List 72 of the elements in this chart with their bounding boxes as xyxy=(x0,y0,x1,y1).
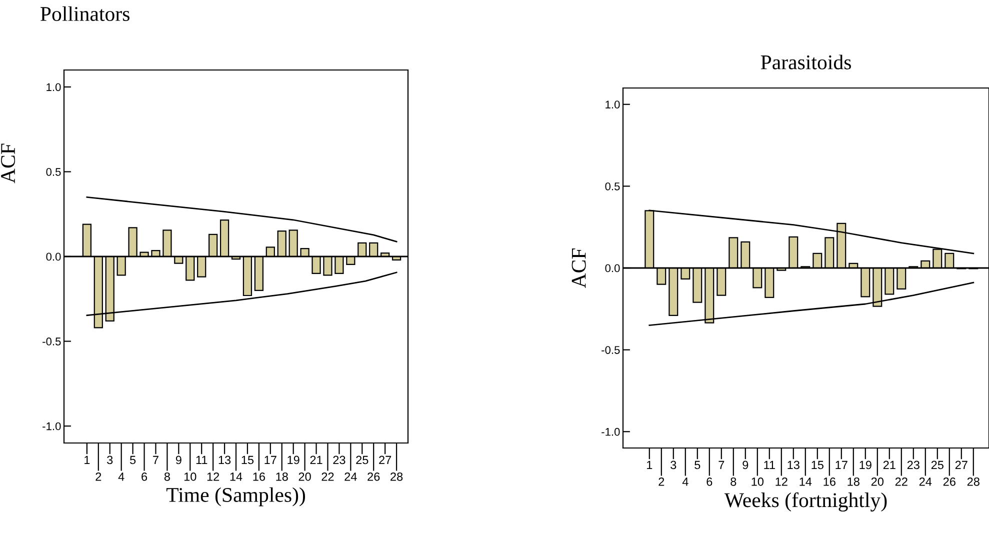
x2-tick-label: 14 xyxy=(800,478,812,486)
y-tick-label: 1.0 xyxy=(46,83,61,92)
x2-tick-label: 18 xyxy=(848,477,860,486)
x2-tick-label: 10 xyxy=(184,472,196,481)
x2-tick-label: 14 xyxy=(230,472,242,481)
x-tick-label: 9 xyxy=(176,456,182,464)
x-tick-label: 5 xyxy=(130,456,136,464)
x2-tick-label: 2 xyxy=(658,477,664,486)
x2-tick-label: 8 xyxy=(164,472,170,481)
y-axis-title: ACF xyxy=(572,248,586,288)
y-tick-label: 0.0 xyxy=(605,264,620,272)
x2-tick-label: 22 xyxy=(895,477,908,486)
x-tick-label: 1 xyxy=(84,456,90,464)
x-tick-label: 23 xyxy=(333,456,346,464)
x2-tick-label: 24 xyxy=(919,477,932,486)
x2-tick-label: 26 xyxy=(368,472,380,481)
x2-tick-label: 18 xyxy=(276,472,288,481)
x-tick-label: 25 xyxy=(931,460,944,470)
x2-tick-label: 28 xyxy=(967,477,980,486)
chart-title: Parasitoids xyxy=(760,54,851,70)
x-tick-label: 17 xyxy=(836,460,848,470)
x2-tick-label: 6 xyxy=(142,472,148,481)
x-axis-title: Weeks (fortnightly) xyxy=(724,492,887,512)
x2-tick-label: 8 xyxy=(730,477,736,486)
x-tick-label: 25 xyxy=(356,456,368,464)
x-tick-label: 13 xyxy=(788,460,800,470)
y-tick-label: 0.5 xyxy=(46,168,61,176)
x-tick-label: 11 xyxy=(764,460,775,470)
x-tick-label: 27 xyxy=(955,460,968,470)
chart-title: Pollinators xyxy=(40,6,130,22)
x2-tick-label: 26 xyxy=(943,477,956,486)
x2-tick-label: 16 xyxy=(824,477,836,486)
y-tick-label: 0.5 xyxy=(605,182,620,190)
x-tick-label: 1 xyxy=(647,460,652,470)
x2-tick-label: 2 xyxy=(96,472,102,481)
x-tick-label: 5 xyxy=(694,460,700,470)
x-tick-label: 19 xyxy=(288,456,300,464)
x2-tick-label: 12 xyxy=(207,472,220,481)
x2-tick-label: 6 xyxy=(706,477,712,486)
y-tick-label: 0.0 xyxy=(46,252,61,261)
x-tick-label: 15 xyxy=(242,456,254,464)
y-tick-label: -1.0 xyxy=(602,428,620,436)
x-tick-label: 7 xyxy=(718,460,724,470)
x2-tick-label: 20 xyxy=(871,477,884,486)
x2-tick-label: 12 xyxy=(776,477,788,486)
x-tick-label: 7 xyxy=(153,456,158,464)
x2-tick-label: 4 xyxy=(118,472,124,481)
x-tick-label: 19 xyxy=(860,460,872,470)
x-tick-label: 15 xyxy=(812,460,824,470)
x-tick-label: 27 xyxy=(379,456,392,464)
x-tick-label: 21 xyxy=(310,456,322,464)
y-axis-title: ACF xyxy=(1,144,16,184)
x-tick-label: 23 xyxy=(907,460,920,470)
x-tick-label: 9 xyxy=(742,460,748,470)
x2-tick-label: 10 xyxy=(752,477,764,486)
x2-tick-label: 28 xyxy=(390,472,403,481)
x-tick-label: 13 xyxy=(218,456,231,464)
y-tick-label: -0.5 xyxy=(42,338,61,346)
x-axis-title: Time (Samples)) xyxy=(166,487,306,506)
x-tick-label: 17 xyxy=(264,456,276,464)
x2-tick-label: 24 xyxy=(344,472,357,481)
x2-tick-label: 22 xyxy=(322,472,334,481)
x2-tick-label: 20 xyxy=(298,472,311,481)
x2-tick-label: 4 xyxy=(682,478,688,486)
x-tick-label: 3 xyxy=(107,456,113,464)
x-tick-label: 3 xyxy=(670,460,676,470)
y-tick-label: -0.5 xyxy=(602,346,620,354)
y-tick-label: -1.0 xyxy=(42,422,61,430)
y-tick-label: 1.0 xyxy=(606,100,620,108)
x-tick-label: 21 xyxy=(883,460,896,470)
x-tick-label: 11 xyxy=(196,456,208,464)
x2-tick-label: 16 xyxy=(253,472,265,481)
